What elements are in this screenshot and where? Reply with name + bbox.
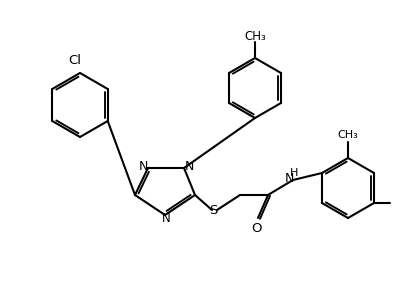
Text: CH₃: CH₃ <box>338 130 358 140</box>
Text: S: S <box>209 204 217 217</box>
Text: N: N <box>138 160 148 173</box>
Text: H: H <box>290 168 298 178</box>
Text: N: N <box>162 211 170 225</box>
Text: CH₃: CH₃ <box>244 29 266 43</box>
Text: O: O <box>251 221 261 234</box>
Text: N: N <box>184 160 194 173</box>
Text: N: N <box>284 173 294 185</box>
Text: CH₃: CH₃ <box>403 198 404 208</box>
Text: Cl: Cl <box>69 54 82 67</box>
